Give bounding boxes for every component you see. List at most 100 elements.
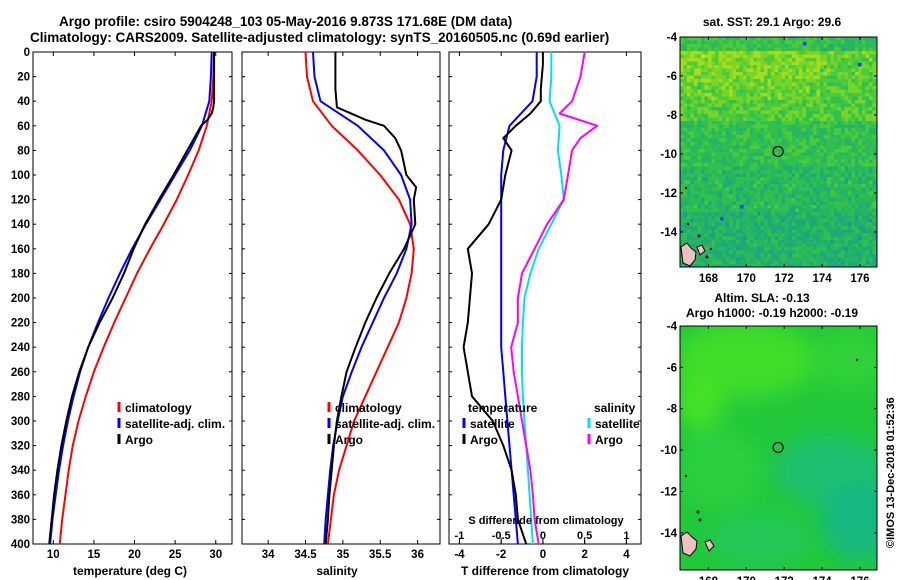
sst-cell bbox=[785, 121, 789, 125]
sst-cell bbox=[701, 72, 705, 76]
sst-cell bbox=[743, 226, 747, 230]
sst-cell bbox=[680, 198, 684, 202]
sst-cell bbox=[680, 61, 684, 66]
sst-cell bbox=[694, 229, 698, 234]
sst-cell bbox=[746, 82, 751, 87]
sst-cell bbox=[753, 187, 758, 192]
sst-cell bbox=[813, 40, 817, 45]
sst-cell bbox=[711, 72, 716, 76]
sst-cell bbox=[690, 180, 695, 185]
sst-cell bbox=[704, 212, 709, 216]
sst-cell bbox=[774, 257, 779, 262]
sst-cell bbox=[764, 194, 768, 199]
sst-cell bbox=[862, 208, 866, 213]
sst-cell bbox=[795, 107, 800, 111]
sst-cell bbox=[694, 82, 698, 87]
sst-cell bbox=[820, 229, 824, 234]
sst-cell bbox=[788, 219, 793, 223]
sst-cell bbox=[764, 110, 768, 115]
sst-cell bbox=[697, 89, 702, 94]
sst-cell bbox=[771, 142, 775, 146]
sst-cell bbox=[753, 37, 758, 41]
sst-cell bbox=[708, 138, 712, 143]
sst-cell bbox=[767, 201, 772, 206]
sst-cell bbox=[778, 107, 782, 111]
sst-cell bbox=[753, 103, 758, 108]
sst-cell bbox=[872, 177, 877, 181]
sst-cell bbox=[757, 215, 761, 220]
sst-cell bbox=[746, 37, 751, 41]
sst-cell bbox=[760, 194, 765, 199]
sst-cell bbox=[830, 159, 835, 164]
sst-cell bbox=[743, 40, 747, 45]
sst-cell bbox=[788, 61, 793, 66]
sst-cell bbox=[729, 243, 733, 248]
sst-cell bbox=[774, 173, 779, 178]
sst-cell bbox=[711, 68, 716, 73]
sst-cell bbox=[841, 254, 845, 258]
s-difference-x-axis: -1 -0.5 0 0.5 1 bbox=[455, 530, 629, 544]
sst-cell bbox=[799, 128, 803, 132]
sst-cell bbox=[774, 156, 779, 160]
sst-cell bbox=[743, 93, 747, 97]
sst-cell bbox=[697, 156, 702, 160]
sst-cell bbox=[683, 135, 688, 139]
sst-cell bbox=[774, 89, 779, 94]
sst-cell bbox=[683, 229, 688, 234]
sst-cell bbox=[697, 47, 702, 52]
sst-cell bbox=[795, 47, 800, 52]
sst-cell bbox=[872, 89, 877, 94]
sst-cell bbox=[739, 247, 744, 251]
sst-cell bbox=[788, 145, 793, 150]
sst-cell bbox=[739, 264, 744, 267]
sst-cell bbox=[704, 194, 709, 199]
sst-cell bbox=[816, 117, 821, 122]
sst-cell bbox=[725, 177, 730, 181]
sst-cell bbox=[701, 226, 705, 230]
sst-cell bbox=[869, 219, 873, 223]
sst-cell bbox=[778, 100, 782, 104]
sst-cell bbox=[872, 68, 877, 73]
sst-cell bbox=[680, 124, 684, 129]
sst-cell bbox=[757, 82, 761, 87]
sst-cell bbox=[820, 212, 824, 216]
sst-cell bbox=[823, 180, 828, 185]
sst-cell bbox=[729, 82, 733, 87]
sst-cell bbox=[837, 37, 842, 41]
sst-cell bbox=[750, 135, 754, 139]
sst-cell bbox=[781, 58, 786, 62]
sst-cell bbox=[872, 156, 877, 160]
sst-cell bbox=[750, 173, 754, 178]
sst-cell bbox=[823, 86, 828, 90]
sst-cell bbox=[743, 215, 747, 220]
x-tick-label: -2 bbox=[496, 549, 506, 561]
sst-cell bbox=[785, 117, 789, 122]
sst-cell bbox=[767, 107, 772, 111]
sst-cell bbox=[802, 145, 807, 150]
sst-cell bbox=[865, 124, 870, 129]
x-tick-label: 34.5 bbox=[294, 549, 317, 561]
sst-cell bbox=[711, 264, 716, 267]
sst-cell bbox=[816, 75, 821, 80]
sst-cell bbox=[844, 198, 849, 202]
sst-cell bbox=[809, 198, 814, 202]
sst-cell bbox=[872, 187, 877, 192]
sst-cell bbox=[704, 264, 709, 267]
sst-cell bbox=[694, 37, 698, 41]
sst-cell bbox=[767, 264, 772, 267]
sst-cell bbox=[855, 142, 859, 146]
sst-cell bbox=[785, 166, 789, 171]
sst-cell bbox=[704, 138, 709, 143]
sst-cell bbox=[690, 201, 695, 206]
sst-cell bbox=[701, 261, 705, 265]
sst-cell bbox=[722, 208, 726, 213]
sst-cell bbox=[711, 212, 716, 216]
sst-cell bbox=[823, 264, 828, 267]
sst-cell bbox=[736, 51, 740, 55]
sst-cell bbox=[778, 135, 782, 139]
sst-cell bbox=[802, 194, 807, 199]
sst-cell bbox=[694, 215, 698, 220]
sst-cell bbox=[757, 72, 761, 76]
sst-cell bbox=[680, 58, 684, 62]
sst-cell bbox=[848, 89, 852, 94]
